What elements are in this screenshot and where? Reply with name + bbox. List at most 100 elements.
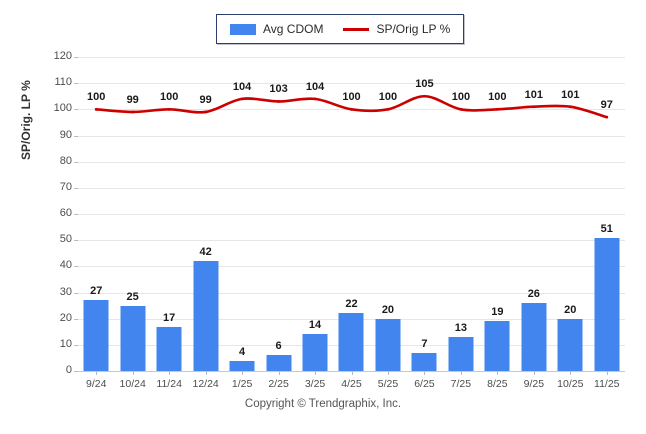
bar-slot: 17 [151, 57, 187, 371]
gridline [78, 214, 625, 215]
x-axis-tick-label: 5/25 [377, 378, 399, 390]
bar[interactable] [229, 360, 255, 371]
line-value-label: 99 [126, 93, 139, 106]
line-series-sp-orig-lp [94, 94, 609, 119]
bar[interactable] [557, 318, 583, 371]
line-value-label: 101 [561, 88, 580, 101]
bar[interactable] [302, 334, 328, 371]
bar[interactable] [448, 336, 474, 371]
y-axis-tick-label: 80 [59, 154, 72, 167]
line-point[interactable] [204, 110, 208, 114]
x-axis-tick-mark [497, 371, 499, 375]
line-point[interactable] [94, 107, 98, 111]
bar[interactable] [83, 300, 109, 371]
line-data-labels: 100 99 100 99 104 103 104 100 100 105 100 100 101 101… [78, 57, 625, 371]
y-axis-ticks: 0 10 20 30 40 50 60 70 80 90 100 110 120 [0, 50, 646, 376]
x-axis-tick-mark [424, 371, 426, 375]
gridline [78, 57, 625, 58]
bar[interactable] [375, 318, 401, 371]
y-axis-tick-mark [74, 292, 78, 294]
bar[interactable] [594, 237, 620, 371]
y-axis-tick-label: 120 [53, 50, 72, 62]
bar-value-label: 13 [454, 321, 467, 334]
x-axis-tick-mark [96, 371, 98, 375]
y-axis-tick-label: 40 [59, 259, 72, 272]
line-value-label: 100 [378, 91, 398, 104]
x-axis-tick-mark [169, 371, 171, 375]
y-axis-tick-mark [74, 344, 78, 346]
x-axis-tick-label: 3/25 [304, 378, 326, 390]
bar[interactable] [411, 352, 437, 371]
legend-label-sp-orig-lp: SP/Orig LP % [376, 22, 451, 36]
x-axis-tick-label: 7/25 [450, 378, 472, 390]
line-point[interactable] [423, 94, 426, 98]
y-axis-tick-mark [74, 240, 78, 242]
line-value-label: 99 [199, 93, 212, 106]
gridline [78, 240, 625, 242]
line-point[interactable] [350, 107, 353, 111]
line-point[interactable] [459, 107, 463, 111]
y-axis-tick-mark [74, 135, 78, 137]
line-value-label: 100 [159, 91, 179, 104]
gridline [78, 135, 625, 137]
chart-legend: Avg CDOM SP/Orig LP % [216, 14, 465, 44]
line-point[interactable] [167, 107, 171, 111]
legend-item-sp-orig-lp[interactable]: SP/Orig LP % [343, 22, 450, 36]
line-point[interactable] [277, 100, 280, 103]
bar-slot: 42 [187, 57, 223, 371]
x-axis-tick-mark [242, 371, 244, 375]
bar[interactable] [120, 305, 146, 371]
bar[interactable] [521, 302, 547, 371]
bar-slot: 26 [516, 57, 552, 371]
y-axis-tick-label: 10 [59, 337, 72, 350]
line-value-label: 100 [488, 91, 507, 104]
bar-slot: 19 [479, 57, 515, 371]
bar-slot: 14 [297, 57, 333, 371]
line-point[interactable] [605, 115, 609, 119]
x-axis-tick-mark [278, 371, 280, 375]
line-value-label: 105 [415, 78, 434, 91]
y-axis-tick-label: 50 [59, 233, 72, 246]
line-point[interactable] [495, 107, 499, 111]
bar-value-label: 19 [491, 306, 504, 319]
bar-value-label: 26 [527, 287, 540, 300]
line-value-label: 103 [269, 83, 288, 96]
x-axis-tick-label: 12/24 [192, 378, 219, 390]
bar[interactable] [338, 313, 364, 371]
legend-item-avg-cdom[interactable]: Avg CDOM [230, 22, 323, 36]
gridline [78, 292, 625, 294]
bar[interactable] [193, 261, 219, 371]
line-point[interactable] [131, 110, 135, 114]
y-axis-tick-label: 100 [53, 102, 72, 115]
line-point[interactable] [240, 97, 244, 101]
y-axis-tick-mark [74, 266, 78, 268]
bar-value-label: 51 [600, 222, 613, 235]
x-axis-tick-mark [315, 371, 317, 375]
bar[interactable] [266, 355, 292, 371]
bar-slot: 27 [78, 57, 114, 371]
bar-value-label: 17 [163, 311, 176, 324]
line-point[interactable] [568, 105, 572, 109]
x-axis-tick-label: 11/25 [594, 378, 620, 390]
bar-slot: 20 [552, 57, 588, 371]
bar[interactable] [484, 321, 510, 371]
y-axis-tick-label: 110 [54, 76, 72, 89]
gridline [78, 161, 625, 163]
bar-value-label: 4 [239, 345, 246, 358]
line-point[interactable] [532, 105, 536, 109]
line-point[interactable] [313, 97, 317, 101]
bar-slot: 4 [224, 57, 260, 371]
bar-value-label: 25 [126, 290, 139, 303]
y-axis-tick-label: 30 [59, 285, 72, 298]
line-value-label: 101 [524, 88, 544, 101]
line-value-label: 100 [451, 91, 471, 104]
bar[interactable] [156, 326, 182, 371]
line-swatch-icon [343, 27, 370, 31]
x-axis-tick-label: 9/25 [523, 378, 545, 390]
line-value-label: 100 [87, 91, 106, 104]
y-axis-tick-mark [74, 109, 78, 111]
line-value-label: 100 [342, 91, 361, 104]
line-point[interactable] [386, 107, 390, 111]
gridline [78, 187, 625, 189]
